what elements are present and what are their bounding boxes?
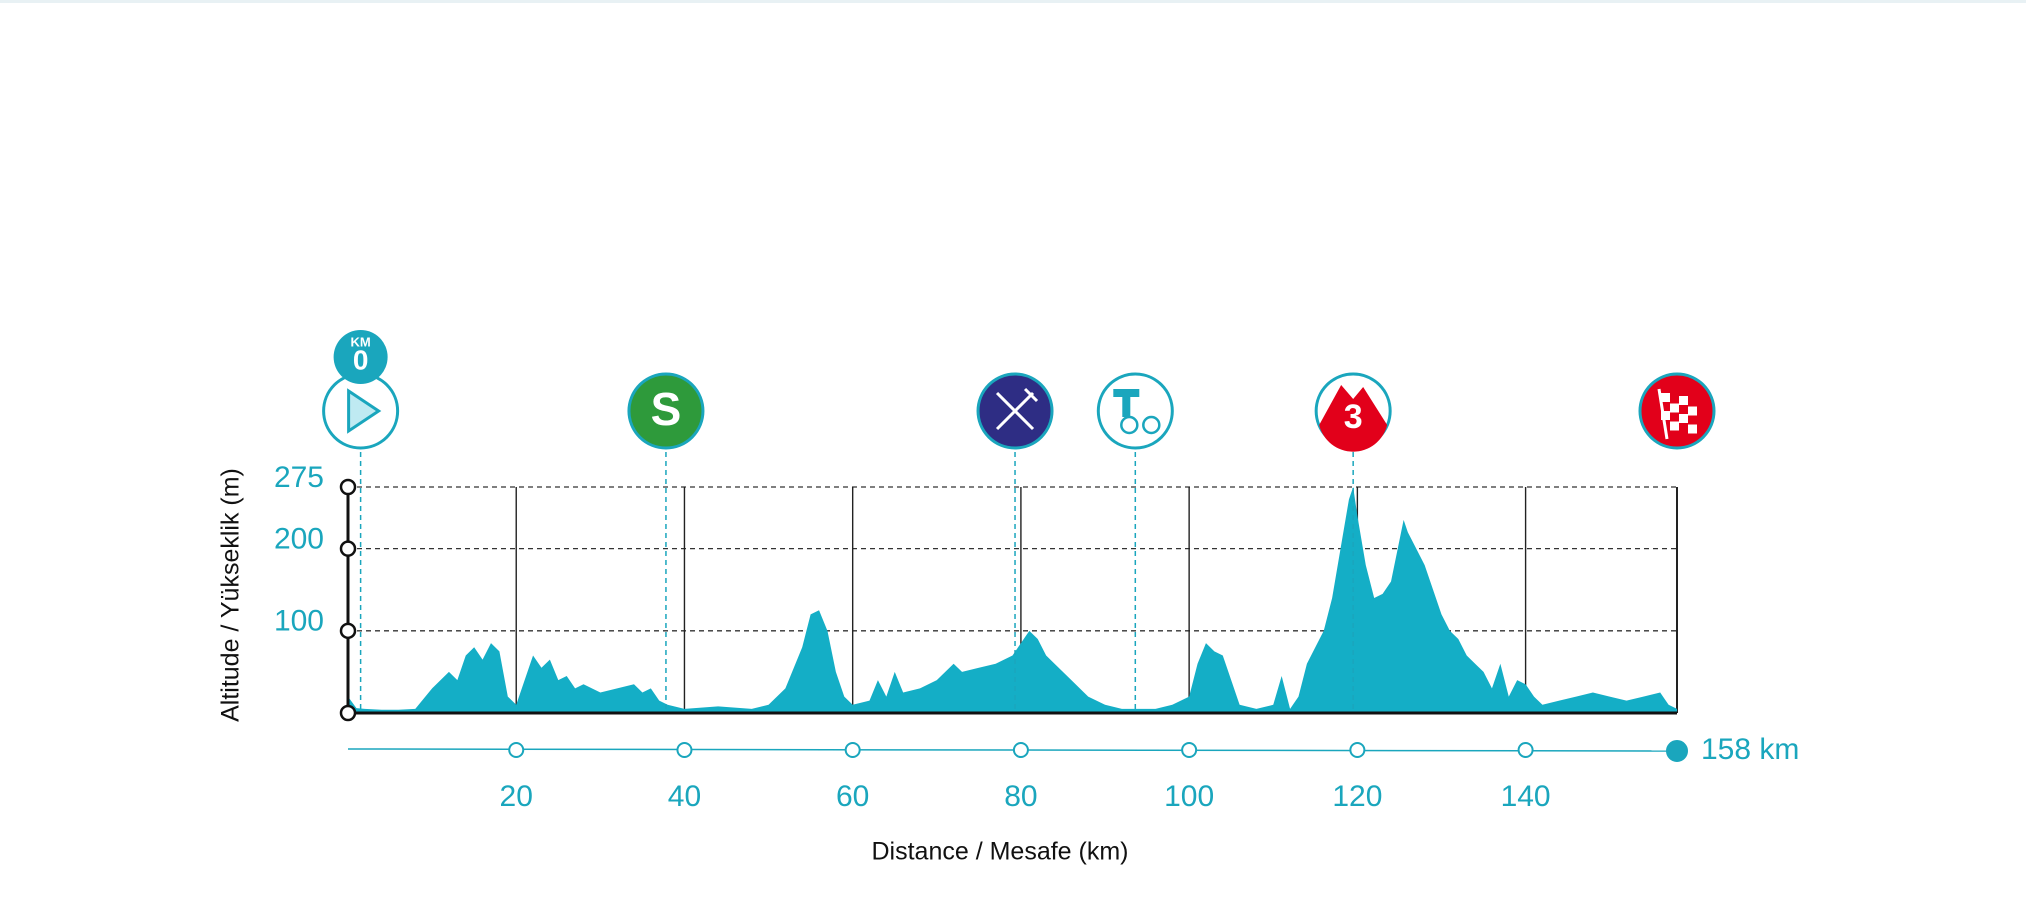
climb-category: 3 [1344,398,1363,436]
x-tick [1517,742,1534,758]
x-tick-label: 140 [1501,780,1551,813]
total-distance-label: 158 km [1701,733,1799,766]
x-tick [1012,742,1029,758]
top-band [0,0,2026,3]
marker-tech [1096,372,1174,713]
x-tick [1349,742,1366,758]
marker-sprint: S [627,372,705,713]
y-tick [339,540,357,557]
icon-circle [1096,372,1174,450]
play-icon [347,388,382,434]
x-tick-label: 120 [1332,780,1382,813]
checker [1670,403,1679,413]
sprint-label: S [651,383,682,435]
y-tick-label: 200 [274,523,324,556]
tech-icon [1113,389,1140,417]
marker-feed [976,372,1054,713]
flag-pole [1657,388,1669,440]
checker [1688,424,1697,434]
x-axis-label: Distance / Mesafe (km) [871,838,1128,866]
checker [1688,406,1697,416]
checker [1661,393,1670,402]
km-badge-label: 0 [353,344,369,375]
wheel [1120,415,1139,435]
x-tick-label: 100 [1164,780,1214,813]
x-tick [1181,742,1198,758]
x-tick-label: 20 [500,780,533,813]
y-axis-label: Altitude / Yükseklik (m) [217,468,245,722]
elevation-area [348,487,1677,713]
icon-circle [627,372,705,450]
y-origin [339,704,357,722]
y-tick-label: 100 [274,605,324,638]
feed-icon [995,387,1039,431]
y-tick [339,622,357,640]
distance-line [347,748,1678,752]
checker [1679,396,1688,405]
y-tick [339,478,357,496]
marker-climb: 3 [1314,372,1392,713]
distance-end [1666,740,1688,762]
x-tick-label: 80 [1004,780,1037,813]
km-badge-top: KM [351,334,371,349]
mountain [1319,385,1388,452]
x-tick [844,742,861,758]
km-badge [333,330,388,384]
checker [1670,421,1679,431]
marker-start: KM0 [322,330,400,713]
wheel [1142,415,1161,435]
checker [1661,411,1670,420]
checker [1679,414,1688,423]
x-tick [676,742,693,758]
x-tick [508,742,525,758]
marker-finish [1638,372,1716,450]
y-tick-label: 275 [274,461,324,494]
x-tick-label: 40 [668,780,701,813]
x-tick-label: 60 [836,780,869,813]
